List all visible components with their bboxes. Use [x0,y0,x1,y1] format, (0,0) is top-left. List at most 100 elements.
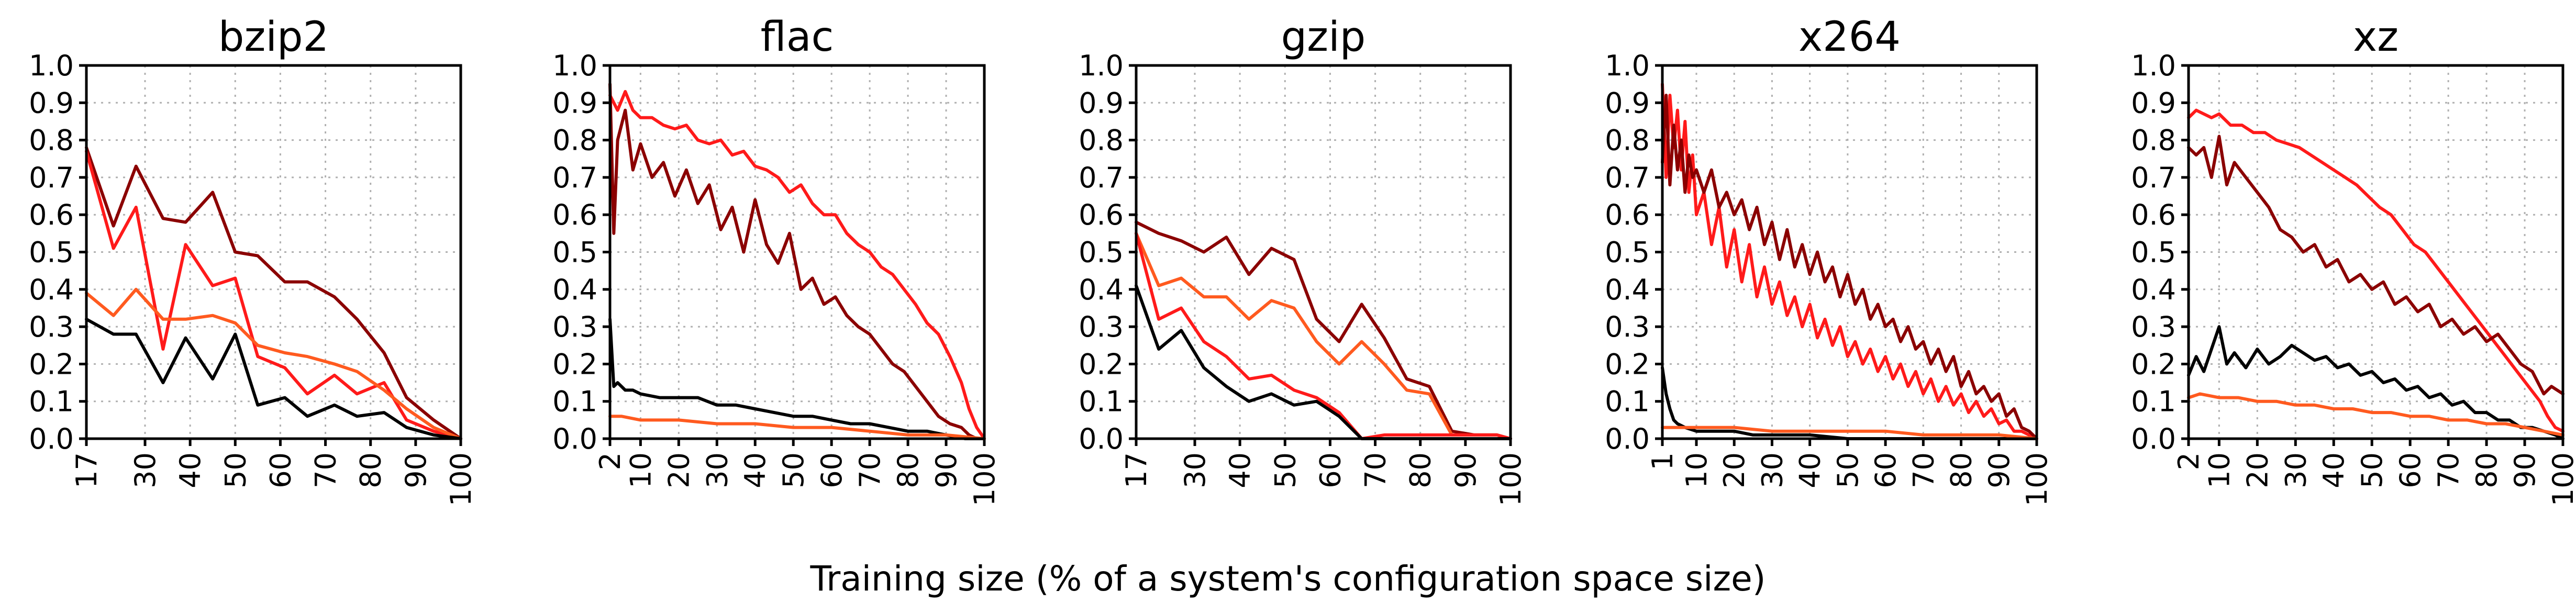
panel-title: xz [2353,14,2399,61]
x-tick-label: 80 [1945,452,1978,488]
x-tick-label: 40 [1794,452,1827,488]
y-tick-label: 0.4 [1605,273,1650,306]
y-tick-label: 0.1 [552,385,597,418]
x-tick-label: 60 [1314,452,1347,488]
y-tick-label: 0.7 [552,161,597,194]
x-tick-label: 40 [174,452,207,488]
y-tick-label: 0.7 [29,161,74,194]
x-tick-label: 100 [1494,452,1527,506]
y-tick-label: 0.7 [1605,161,1650,194]
panel-title: gzip [1281,14,1366,61]
x-tick-label: 60 [2394,452,2427,488]
x-tick-label: 60 [1869,452,1902,488]
axes-frame [1135,64,1512,440]
y-tick-label: 0.9 [2131,86,2176,119]
series-line [2187,325,2564,440]
series-line [608,90,986,440]
series-line [85,317,462,440]
series-line [2187,135,2564,396]
y-tick-label: 0.9 [1079,86,1124,119]
series-line [1135,220,1512,440]
x-tick-label: 60 [815,452,848,488]
axes-frame [85,64,462,440]
x-tick-label: 40 [1224,452,1257,488]
x-tick-label: 50 [219,452,252,488]
y-tick-label: 0.1 [2131,385,2176,418]
x-tick-label: 90 [930,452,963,488]
y-tick-label: 0.3 [1079,310,1124,343]
x-axis-label: Training size (% of a system's configura… [809,559,1766,599]
y-tick-label: 0.9 [552,86,597,119]
panel-title: bzip2 [218,14,329,61]
x-tick-label: 17 [1120,452,1153,488]
x-tick-label: 10 [624,452,657,488]
x-tick-label: 60 [264,452,297,488]
x-tick-label: 30 [2279,452,2312,488]
y-tick-label: 0.2 [552,348,597,381]
x-tick-label: 30 [1179,452,1212,488]
chart-panels: bzip2 0.0 0.1 0.2 0.3 0.4 0.5 0.6 0.7 0.8 0.9 1.0 17… [29,14,2576,506]
y-tick-label: 0.4 [29,273,74,306]
series-line [85,287,462,440]
series-line [608,317,986,440]
x-tick-label: 100 [445,452,478,506]
y-tick-label: 1.0 [2131,49,2176,82]
series-line [1661,82,2038,440]
x-tick-label: 40 [739,452,772,488]
x-tick-label: 40 [2317,452,2350,488]
y-tick-label: 0.2 [29,348,74,381]
x-tick-label: 80 [354,452,387,488]
x-tick-label: 10 [1680,452,1713,488]
y-tick-label: 1.0 [1605,49,1650,82]
x-tick-label: 10 [2203,452,2236,488]
y-tick-label: 0.5 [552,236,597,269]
y-tick-label: 0.0 [29,422,74,455]
x-tick-label: 30 [701,452,734,488]
x-tick-label: 100 [2020,452,2053,506]
y-tick-label: 0.9 [1605,86,1650,119]
x-tick-label: 20 [1718,452,1751,488]
x-tick-label: 90 [1449,452,1482,488]
panel-flac: flac0.00.10.20.30.40.50.60.70.80.91.0210… [552,14,1001,506]
series-line [85,146,462,440]
y-tick-label: 0.8 [1605,124,1650,157]
x-tick-label: 70 [1359,452,1392,488]
y-tick-label: 0.0 [1079,422,1124,455]
series-line [1661,426,2038,440]
x-tick-label: 70 [309,452,342,488]
y-tick-label: 0.5 [2131,236,2176,269]
y-tick-label: 0.2 [2131,348,2176,381]
y-tick-label: 1.0 [29,49,74,82]
y-tick-label: 0.4 [2131,273,2176,306]
panel-title: flac [761,14,834,61]
y-tick-label: 0.1 [29,385,74,418]
x-tick-label: 70 [2432,452,2465,488]
y-tick-label: 0.7 [1079,161,1124,194]
y-tick-label: 0.1 [1079,385,1124,418]
y-tick-label: 0.0 [1605,422,1650,455]
series-line [608,415,986,440]
x-tick-label: 80 [892,452,925,488]
axes-frame [608,64,986,440]
axes-frame [1661,64,2038,440]
y-tick-label: 0.6 [1605,198,1650,231]
x-tick-label: 100 [968,452,1001,506]
y-tick-label: 1.0 [552,49,597,82]
x-tick-label: 50 [1831,452,1864,488]
x-tick-label: 90 [2508,452,2541,488]
y-tick-label: 0.0 [2131,422,2176,455]
x-tick-label: 30 [1756,452,1789,488]
y-tick-label: 0.6 [1079,198,1124,231]
x-tick-label: 50 [777,452,810,488]
y-tick-label: 0.4 [1079,273,1124,306]
y-tick-label: 0.8 [29,124,74,157]
x-tick-label: 100 [2547,452,2576,506]
x-tick-label: 80 [1404,452,1437,488]
y-tick-label: 0.7 [2131,161,2176,194]
x-tick-label: 70 [853,452,886,488]
y-tick-label: 0.2 [1605,348,1650,381]
series-line [608,82,986,440]
x-tick-label: 50 [2356,452,2389,488]
